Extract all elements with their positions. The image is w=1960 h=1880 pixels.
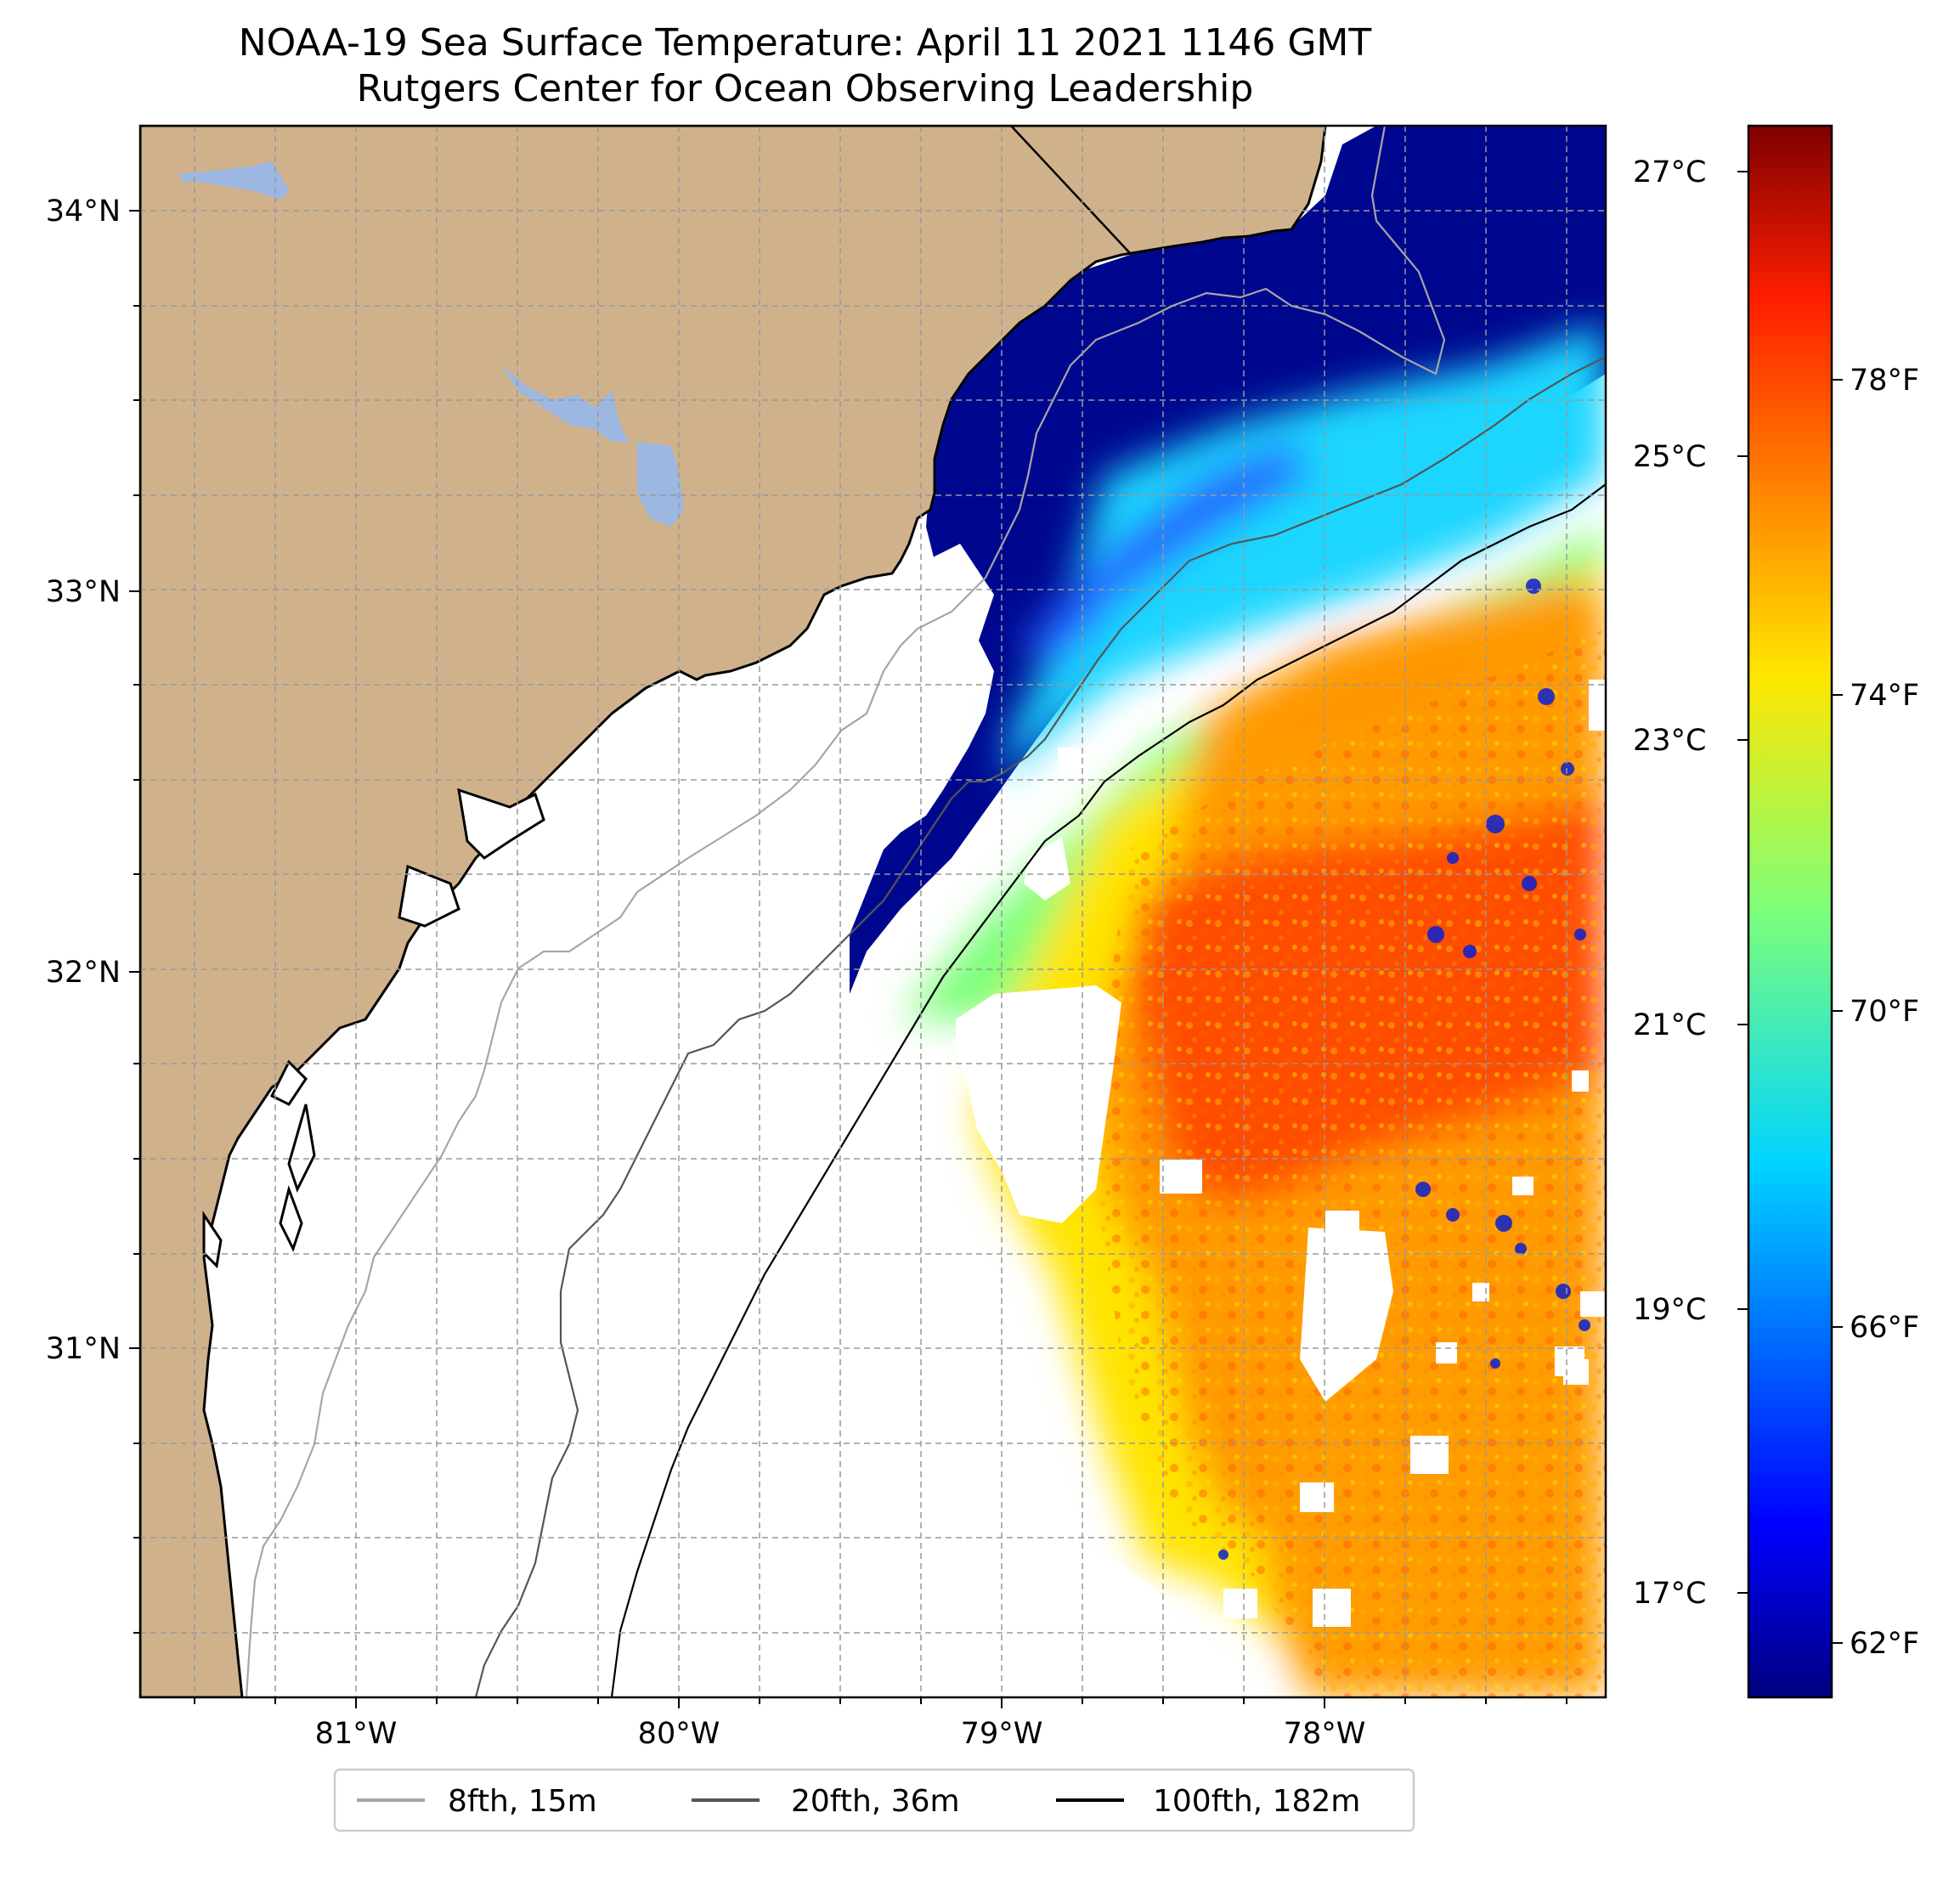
sst-cyan-band xyxy=(1003,323,1606,782)
sst-upper-orange xyxy=(1240,629,1495,748)
map-subtitle: Rutgers Center for Ocean Observing Leade… xyxy=(356,67,1254,110)
lat-label-31n: 31°N xyxy=(46,1332,121,1366)
fahrenheit-tick-70: 70°F xyxy=(1850,995,1919,1029)
lat-label-32n: 32°N xyxy=(46,956,121,990)
fahrenheit-tick-62: 62°F xyxy=(1850,1627,1919,1661)
isobath-20fth xyxy=(474,356,1606,1697)
isobath-100fth xyxy=(610,483,1606,1697)
fahrenheit-tick-66: 66°F xyxy=(1850,1311,1919,1345)
isobath-8fth xyxy=(245,126,1446,1697)
legend-label-100fth: 100fth, 182m xyxy=(1153,1784,1360,1819)
map-title: NOAA-19 Sea Surface Temperature: April 1… xyxy=(238,21,1372,65)
lat-label-34n: 34°N xyxy=(46,195,121,229)
sst-blue-band xyxy=(1020,442,1308,663)
gridlines xyxy=(140,126,1606,1697)
map-frame xyxy=(138,124,1607,1699)
cold-eddies xyxy=(1218,579,1590,1560)
cloud-mask xyxy=(926,544,1606,1697)
map-area xyxy=(140,126,1606,1697)
legend-label-20fth: 20fth, 36m xyxy=(791,1784,960,1819)
lon-label-79w: 79°W xyxy=(961,1717,1043,1751)
celsius-tick-27: 27°C xyxy=(1633,155,1706,189)
legend-box xyxy=(333,1768,1415,1832)
inland-water xyxy=(178,161,684,527)
lon-label-78w: 78°W xyxy=(1284,1717,1366,1751)
lon-label-81w: 81°W xyxy=(315,1717,398,1751)
state-boundary xyxy=(1010,126,1131,254)
celsius-tick-21: 21°C xyxy=(1633,1008,1706,1042)
celsius-tick-19: 19°C xyxy=(1633,1293,1706,1327)
celsius-tick-23: 23°C xyxy=(1633,724,1706,758)
legend: 8fth, 15m 20fth, 36m 100fth, 182m xyxy=(333,1768,1415,1832)
sst-texture xyxy=(1096,629,1606,1697)
fahrenheit-tick-78: 78°F xyxy=(1850,364,1919,398)
lon-label-80w: 80°W xyxy=(638,1717,720,1751)
celsius-tick-25: 25°C xyxy=(1633,440,1706,474)
colorbar: 27°C 25°C 23°C 21°C 19°C 17°C 78°F 74°F … xyxy=(1633,124,1919,1699)
colorbar-gradient xyxy=(1747,124,1833,1699)
celsius-tick-17: 17°C xyxy=(1633,1577,1706,1611)
sst-field xyxy=(850,126,1606,1697)
axis-ticks xyxy=(129,210,1567,1708)
fahrenheit-tick-74: 74°F xyxy=(1850,679,1919,713)
lat-label-33n: 33°N xyxy=(46,575,121,609)
estuaries xyxy=(202,788,545,1269)
legend-label-8fth: 8fth, 15m xyxy=(448,1784,597,1819)
